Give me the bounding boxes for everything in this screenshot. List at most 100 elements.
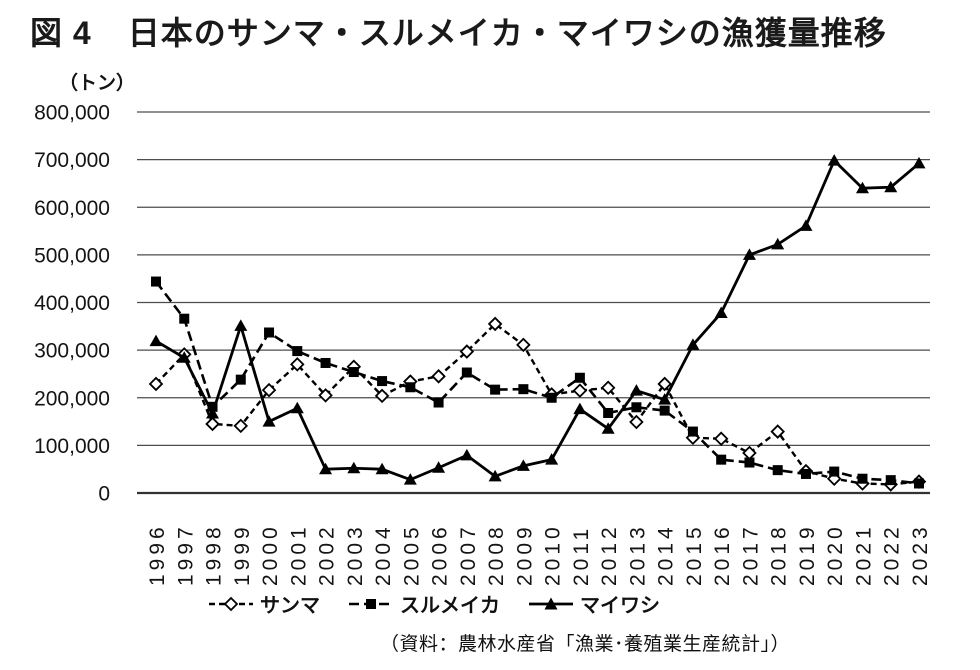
y-tick-label: 800,000 bbox=[34, 102, 110, 125]
sardine-point bbox=[375, 462, 389, 475]
y-axis-unit-label: （トン） bbox=[59, 71, 135, 94]
x-tick-label: 1997 bbox=[174, 523, 197, 586]
squid-point bbox=[687, 426, 698, 437]
y-tick-label: 200,000 bbox=[34, 387, 110, 410]
sardine-point bbox=[771, 237, 785, 250]
x-tick-label: 2012 bbox=[598, 523, 621, 586]
x-tick-label: 2013 bbox=[626, 523, 649, 586]
x-tick-label: 2003 bbox=[344, 523, 367, 586]
sardine-point bbox=[516, 459, 530, 471]
x-tick-label: 2010 bbox=[542, 523, 565, 586]
chart-legend: サンマ スルメイカ マイワシ bbox=[0, 589, 924, 618]
squid-line-sample-icon bbox=[349, 598, 393, 609]
x-tick-label: 2006 bbox=[429, 523, 452, 586]
figure-title: 図 4 日本のサンマ・スルメイカ・マイワシの漁獲量推移 bbox=[30, 8, 887, 54]
x-tick-label: 2023 bbox=[909, 523, 932, 586]
y-tick-label: 400,000 bbox=[34, 292, 110, 315]
squid-point bbox=[518, 384, 529, 395]
saury-point bbox=[374, 388, 390, 404]
saury-point bbox=[657, 376, 672, 392]
legend-label-sanma: サンマ bbox=[260, 595, 320, 617]
x-tick-label: 2005 bbox=[400, 523, 423, 586]
squid-line bbox=[154, 280, 920, 485]
squid-point bbox=[320, 357, 331, 368]
sardine-point bbox=[742, 248, 756, 260]
squid-point bbox=[490, 384, 501, 395]
x-tick-label: 2008 bbox=[485, 523, 508, 586]
sardine-point bbox=[827, 154, 841, 166]
x-tick-label: 1996 bbox=[146, 523, 169, 586]
squid-point bbox=[207, 401, 218, 412]
x-tick-label: 2014 bbox=[655, 523, 678, 586]
legend-label-maiwashi: マイワシ bbox=[580, 595, 660, 617]
sardine-point bbox=[799, 219, 813, 231]
y-tick-label: 700,000 bbox=[34, 149, 110, 172]
saury-point bbox=[431, 369, 446, 384]
squid-point bbox=[292, 346, 303, 357]
squid-point bbox=[744, 457, 755, 468]
x-tick-label: 2017 bbox=[739, 523, 762, 586]
x-tick-label: 1998 bbox=[203, 523, 226, 586]
saury-point bbox=[318, 388, 333, 403]
sardine-point bbox=[601, 422, 615, 434]
y-tick-label: 600,000 bbox=[34, 197, 110, 220]
legend-item-sanma: サンマ bbox=[208, 589, 320, 618]
y-tick-label: 300,000 bbox=[34, 340, 110, 363]
page-title: 日本のサンマ・スルメイカ・マイワシの漁獲量推移 bbox=[127, 15, 887, 51]
x-tick-label: 2016 bbox=[711, 523, 734, 586]
sardine-point bbox=[319, 462, 333, 475]
sardine-point bbox=[432, 461, 446, 473]
sardine-point bbox=[884, 180, 898, 193]
x-tick-label: 2000 bbox=[259, 523, 282, 586]
squid-point bbox=[829, 466, 840, 477]
saury-point bbox=[629, 414, 644, 430]
sardine-point bbox=[488, 469, 502, 482]
sardine-point bbox=[149, 334, 163, 347]
x-tick-label: 2020 bbox=[824, 523, 847, 586]
sardine-point bbox=[206, 406, 220, 419]
x-tick-label: 2021 bbox=[852, 523, 875, 586]
sardine-point bbox=[347, 461, 361, 474]
sardine-point bbox=[403, 473, 417, 485]
legend-label-surumeika: スルメイカ bbox=[400, 595, 500, 617]
squid-point bbox=[659, 405, 670, 416]
x-tick-label: 2009 bbox=[513, 523, 536, 586]
squid-point bbox=[885, 475, 896, 486]
squid-point bbox=[800, 468, 811, 479]
squid-point bbox=[151, 276, 161, 287]
squid-point bbox=[716, 454, 727, 465]
saury-line bbox=[155, 322, 920, 486]
x-tick-label: 2004 bbox=[372, 523, 395, 586]
saury-point bbox=[205, 416, 220, 432]
saury-point bbox=[233, 418, 249, 434]
x-tick-label: 2011 bbox=[570, 525, 593, 586]
squid-point bbox=[772, 465, 783, 476]
saury-point bbox=[516, 337, 531, 353]
x-tick-label: 2019 bbox=[796, 523, 819, 586]
squid-point bbox=[603, 407, 614, 418]
x-tick-label: 2007 bbox=[457, 523, 480, 586]
saury-point bbox=[487, 316, 503, 332]
squid-point bbox=[857, 473, 868, 484]
sardine-point bbox=[714, 306, 728, 318]
sardine-point bbox=[573, 402, 587, 415]
sardine-point bbox=[290, 401, 304, 414]
squid-point bbox=[574, 372, 585, 383]
sardine-point bbox=[545, 453, 559, 465]
legend-item-maiwashi: マイワシ bbox=[528, 589, 660, 618]
sardine-point bbox=[262, 415, 276, 427]
squid-point bbox=[914, 478, 924, 489]
line-chart: （トン） 0 100,000 200,000 300,000 400,000 500,00… bbox=[34, 71, 932, 586]
squid-point bbox=[433, 397, 444, 408]
x-tick-label: 2018 bbox=[768, 523, 791, 586]
sardine-point bbox=[460, 448, 474, 461]
squid-point bbox=[348, 367, 359, 378]
x-tick-label: 2022 bbox=[881, 523, 904, 586]
x-tick-label: 2015 bbox=[683, 523, 706, 586]
saury-point bbox=[770, 424, 785, 439]
sardine-point bbox=[686, 338, 700, 350]
sardine-line bbox=[155, 158, 920, 482]
legend-item-surumeika: スルメイカ bbox=[348, 589, 500, 618]
squid-point bbox=[546, 392, 557, 403]
saury-point bbox=[459, 344, 475, 359]
